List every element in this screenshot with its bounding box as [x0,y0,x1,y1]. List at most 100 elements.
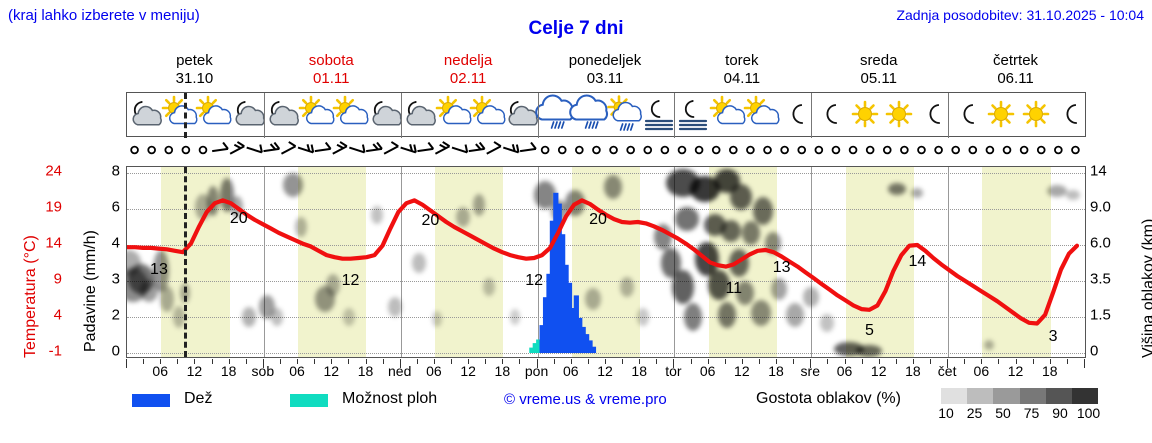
icon-day-separator-6 [948,93,950,138]
cloud-blob-6 [173,306,185,328]
precipitation-tick-0: 8 [111,162,120,180]
temp-label-max-5: 20 [589,210,607,228]
cloud-blob-51 [753,197,773,225]
cloud-blob-24 [456,207,470,227]
wind-calm-54 [1054,145,1063,155]
cloud-blob-65 [1066,190,1080,200]
x-minor-tick-168 [1084,359,1085,368]
page-title: Celje 7 dni [528,18,624,39]
x-minor-tick-123 [827,359,829,364]
cloud-blob-38 [730,184,752,210]
cloud-blob-47 [708,270,730,300]
temp-label-min-0: 13 [150,260,168,278]
x-minor-tick-57 [451,359,453,364]
weather-icon-moon-fog-16 [674,94,708,137]
cloud-blob-26 [483,278,495,296]
x-minor-tick-87 [622,359,624,364]
icon-day-separator-3 [537,93,539,138]
weather-icon-sun-cloud-partly-17 [709,94,746,137]
x-minor-tick-54 [433,359,435,364]
x-minor-tick-162 [1049,359,1051,364]
temperature-tick-4: 4 [53,306,62,324]
day-separator-1 [263,167,265,357]
wind-barb-12 [332,141,348,155]
cloud-density-legend-bar [941,388,1099,404]
day-header-2: nedelja 02.11 [400,52,537,88]
cloud-blob-50 [742,221,760,245]
day-name: petek [176,52,213,69]
wind-calm-47 [934,145,943,155]
x-minor-tick-18 [228,359,230,364]
wind-calm-53 [1036,145,1046,155]
wind-calm-24 [540,145,550,155]
x-minor-tick-144 [947,359,949,368]
moon-clear-icon [792,104,803,124]
precipitation-bar-8 [556,203,562,353]
moon-cloud-icon [132,101,162,126]
cloud-axis-label-wrap: Višina oblakov (km) [1124,160,1152,360]
cloud-blob-27 [510,309,520,325]
x-minor-tick-45 [382,359,384,364]
wind-calm-55 [1071,145,1080,155]
cloud-blob-39 [675,207,699,231]
sun-cloud-partly-icon [332,95,369,125]
sun-cloud-partly-icon [161,95,198,125]
copyright-link[interactable]: © vreme.us & vreme.pro [504,391,667,408]
cloud-legend-tick-4: 90 [1052,405,1068,421]
x-minor-tick-30 [297,359,299,364]
precipitation-bar-18 [590,346,597,353]
wind-calm-51 [1002,145,1012,155]
x-minor-tick-84 [605,359,606,364]
wind-calm-50 [985,145,995,155]
weather-icon-moon-clear-24 [948,94,982,137]
cloud-height-tick-5: 0 [1090,342,1099,360]
daylight-band-6 [982,167,1051,357]
x-minor-tick-93 [656,359,658,364]
day-date: 03.11 [586,70,624,87]
gridline-h-3 [127,281,1085,282]
x-tick-label-12: 06 [562,363,579,379]
x-tick-label-24: 06 [973,363,990,379]
location-menu-note[interactable]: (kraj lahko izberete v meniju) [8,7,200,24]
x-minor-tick-51 [416,359,418,364]
precipitation-bar-13 [573,295,579,353]
wind-barb-17 [417,141,435,153]
cloud-height-axis-ticks: 14 9.0 6.0 3.5 1.5 0 [1090,162,1124,360]
sun-clear-icon [1022,100,1049,128]
x-minor-tick-81 [587,359,589,364]
precipitation-bar-1 [532,343,538,353]
wind-calm-39 [797,145,807,155]
x-tick-label-10: 18 [494,363,511,379]
cloud-blob-37 [714,169,740,193]
weather-icon-sun-cloud-partly-6 [332,94,369,137]
x-minor-tick-102 [707,359,709,364]
weather-icon-sun-cloud-partly-10 [469,94,506,137]
cloud-blob-48 [718,302,736,328]
wind-barb-16 [400,144,417,154]
weather-icon-moon-clear-27 [1051,94,1085,137]
cloud-blob-22 [412,253,426,273]
x-tick-label-21: 12 [870,363,887,379]
wind-barb-18 [434,141,451,155]
wind-calm-40 [814,145,824,155]
last-update-note: Zadnja posodobitev: 31.10.2025 - 10:04 [896,7,1144,23]
showers-legend-swatch [290,394,328,407]
cloud-blob-33 [620,277,634,297]
x-tick-label-16: 06 [699,363,716,379]
x-minor-tick-126 [844,359,846,364]
cloud-blob-41 [721,220,741,242]
precipitation-bar-11 [566,282,573,353]
cloud-height-tick-0: 14 [1090,162,1107,180]
day-separator-6 [948,167,950,357]
daylight-band-2 [434,167,504,357]
x-tick-label-6: 18 [357,363,374,379]
cloud-blob-58 [820,314,834,332]
wind-barb-6 [229,141,245,155]
precipitation-bar-17 [587,340,593,353]
x-tick-label-14: 18 [631,363,647,379]
weather-icon-moon-cloud-4 [264,94,299,137]
wind-calm-28 [609,145,618,155]
temperature-tick-5: -1 [48,342,62,360]
now-marker-line [184,167,188,357]
x-minor-tick-114 [776,359,778,364]
